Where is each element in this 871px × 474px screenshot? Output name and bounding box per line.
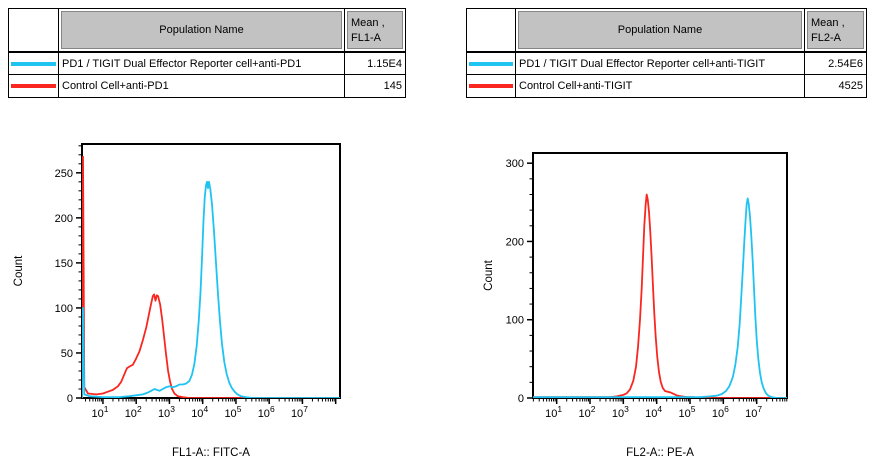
x-tick-label: 107 <box>291 404 308 420</box>
mean-value-cell: 1.15E4 <box>344 53 405 75</box>
mean-value-cell: 2.54E6 <box>804 53 866 75</box>
y-tick-label: 250 <box>55 168 73 180</box>
plot-frame <box>532 152 788 399</box>
mean-header-line2: FL2-A <box>811 32 841 44</box>
plot-frame <box>81 143 341 399</box>
x-tick-label: 103 <box>158 404 175 420</box>
table-row-swatch <box>9 53 58 75</box>
mean-header-line1: Mean , <box>351 17 385 29</box>
fl1-fitc-histogram: 0 50 100 150 200 250 101 102 103 104 105 106 107 Coun… <box>13 143 341 459</box>
x-tick-label: 102 <box>125 404 142 420</box>
x-tick-label: 107 <box>745 404 762 420</box>
x-tick-label: 104 <box>645 404 662 420</box>
mean-header-line2: FL1-A <box>351 32 381 44</box>
table-row-swatch <box>467 75 515 97</box>
x-axis-title: FL1-A:: FITC-A <box>172 447 250 459</box>
x-tick-label: 106 <box>258 404 275 420</box>
x-tick-label: 102 <box>579 404 596 420</box>
y-tick-label: 100 <box>55 303 73 315</box>
y-axis-title: Count <box>483 259 495 290</box>
y-tick-label: 200 <box>506 236 524 248</box>
series-curve-cyan <box>82 180 340 398</box>
population-name-header: Population Name <box>58 9 344 53</box>
series-curve-red <box>82 155 340 398</box>
mean-value-cell: 145 <box>344 75 405 97</box>
x-axis-title: FL2-A:: PE-A <box>626 447 694 459</box>
y-tick-label: 200 <box>55 213 73 225</box>
swatch-column-header <box>9 9 58 53</box>
x-tick-label: 101 <box>545 404 562 420</box>
series-color-swatch-red <box>469 84 513 88</box>
mean-header-line1: Mean , <box>811 17 845 29</box>
table-row-swatch <box>467 53 515 75</box>
y-tick-label: 50 <box>61 348 73 360</box>
population-name-cell: PD1 / TIGIT Dual Effector Reporter cell+… <box>515 53 804 75</box>
x-tick-label: 105 <box>679 404 696 420</box>
population-name-cell: PD1 / TIGIT Dual Effector Reporter cell+… <box>58 53 344 75</box>
swatch-column-header <box>467 9 515 53</box>
table-row-swatch <box>9 75 58 97</box>
series-curve-cyan <box>533 197 787 398</box>
population-name-cell: Control Cell+anti-PD1 <box>58 75 344 97</box>
mean-header: Mean , FL2-A <box>804 9 866 53</box>
population-name-header: Population Name <box>515 9 804 53</box>
series-curve-red <box>533 193 787 398</box>
y-tick-label: 100 <box>506 315 524 327</box>
legend-table-fl2: Population Name Mean , FL2-A PD1 / TIGIT… <box>466 8 867 98</box>
y-tick-label: 300 <box>506 158 524 170</box>
series-color-swatch-cyan <box>11 61 56 66</box>
series-color-swatch-cyan <box>469 61 513 66</box>
y-tick-label: 150 <box>55 258 73 270</box>
mean-value-cell: 4525 <box>804 75 866 97</box>
fl2-pe-histogram: 0 100 200 300 101 102 103 104 105 106 107 Count FL2-… <box>483 152 788 459</box>
y-tick-label: 0 <box>518 393 524 405</box>
population-name-cell: Control Cell+anti-TIGIT <box>515 75 804 97</box>
x-tick-label: 104 <box>191 404 208 420</box>
x-tick-label: 106 <box>712 404 729 420</box>
legend-table-fl1: Population Name Mean , FL1-A PD1 / TIGIT… <box>8 8 406 98</box>
y-axis-title: Count <box>13 255 25 286</box>
x-tick-label: 101 <box>91 404 108 420</box>
x-tick-label: 103 <box>612 404 629 420</box>
y-tick-label: 0 <box>67 393 73 405</box>
x-tick-label: 105 <box>224 404 241 420</box>
series-color-swatch-red <box>11 84 56 88</box>
mean-header: Mean , FL1-A <box>344 9 405 53</box>
